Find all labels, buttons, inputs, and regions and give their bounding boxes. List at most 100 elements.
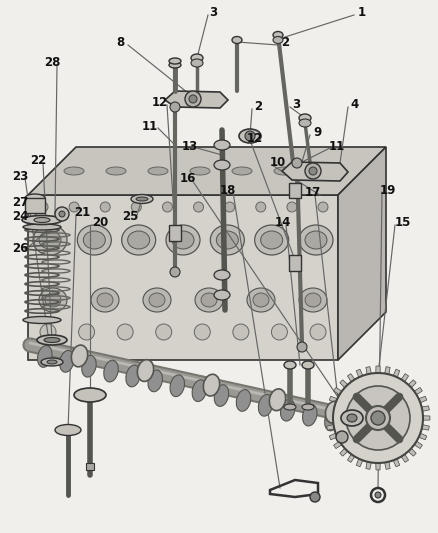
Circle shape bbox=[245, 131, 255, 141]
Ellipse shape bbox=[203, 374, 220, 396]
Text: 14: 14 bbox=[275, 215, 291, 229]
Text: 22: 22 bbox=[30, 155, 46, 167]
Ellipse shape bbox=[23, 224, 61, 230]
Text: 15: 15 bbox=[395, 215, 411, 229]
Circle shape bbox=[336, 431, 348, 443]
Ellipse shape bbox=[299, 119, 311, 127]
Circle shape bbox=[371, 411, 385, 425]
Ellipse shape bbox=[210, 225, 244, 255]
Circle shape bbox=[194, 324, 210, 340]
Circle shape bbox=[318, 202, 328, 212]
Polygon shape bbox=[326, 416, 333, 420]
Ellipse shape bbox=[55, 424, 81, 435]
Ellipse shape bbox=[104, 360, 118, 382]
Text: 27: 27 bbox=[12, 197, 28, 209]
Text: 3: 3 bbox=[209, 5, 217, 19]
Ellipse shape bbox=[269, 389, 286, 410]
Ellipse shape bbox=[148, 370, 162, 392]
Polygon shape bbox=[327, 406, 334, 411]
Ellipse shape bbox=[214, 140, 230, 150]
Text: 11: 11 bbox=[329, 140, 345, 152]
Polygon shape bbox=[385, 367, 390, 374]
Ellipse shape bbox=[302, 361, 314, 369]
Circle shape bbox=[156, 324, 172, 340]
Ellipse shape bbox=[273, 31, 283, 38]
Circle shape bbox=[366, 406, 390, 430]
Text: 2: 2 bbox=[281, 36, 289, 50]
Text: 1: 1 bbox=[358, 5, 366, 19]
Text: 3: 3 bbox=[292, 99, 300, 111]
Circle shape bbox=[40, 324, 56, 340]
Polygon shape bbox=[28, 195, 338, 360]
Circle shape bbox=[117, 324, 133, 340]
Circle shape bbox=[170, 267, 180, 277]
Ellipse shape bbox=[44, 337, 60, 343]
Ellipse shape bbox=[47, 360, 57, 364]
Ellipse shape bbox=[127, 231, 150, 249]
Text: 26: 26 bbox=[12, 241, 28, 254]
Bar bbox=[289, 183, 301, 198]
Polygon shape bbox=[282, 162, 348, 181]
Ellipse shape bbox=[172, 231, 194, 249]
Polygon shape bbox=[28, 147, 386, 195]
Polygon shape bbox=[347, 374, 355, 382]
Ellipse shape bbox=[274, 167, 294, 175]
Ellipse shape bbox=[190, 167, 210, 175]
Circle shape bbox=[375, 492, 381, 498]
Ellipse shape bbox=[192, 380, 207, 401]
Ellipse shape bbox=[97, 293, 113, 307]
Ellipse shape bbox=[38, 345, 52, 367]
Text: 9: 9 bbox=[313, 126, 321, 140]
Ellipse shape bbox=[91, 288, 119, 312]
Ellipse shape bbox=[216, 231, 238, 249]
Polygon shape bbox=[366, 462, 371, 470]
Polygon shape bbox=[334, 441, 342, 449]
Ellipse shape bbox=[305, 293, 321, 307]
Ellipse shape bbox=[166, 225, 200, 255]
Text: 18: 18 bbox=[220, 183, 236, 197]
Polygon shape bbox=[376, 463, 380, 470]
Polygon shape bbox=[347, 454, 355, 462]
Bar bbox=[86, 463, 94, 470]
Polygon shape bbox=[419, 396, 427, 403]
Text: 28: 28 bbox=[44, 56, 60, 69]
Polygon shape bbox=[422, 425, 429, 430]
Polygon shape bbox=[393, 369, 400, 377]
Ellipse shape bbox=[299, 225, 333, 255]
Polygon shape bbox=[334, 387, 342, 395]
Ellipse shape bbox=[39, 231, 61, 249]
Polygon shape bbox=[376, 366, 380, 373]
Text: 17: 17 bbox=[305, 187, 321, 199]
Ellipse shape bbox=[122, 225, 155, 255]
Ellipse shape bbox=[232, 36, 242, 44]
Polygon shape bbox=[422, 406, 429, 411]
Ellipse shape bbox=[214, 270, 230, 280]
Polygon shape bbox=[340, 448, 348, 456]
Circle shape bbox=[38, 202, 48, 212]
Text: 19: 19 bbox=[380, 183, 396, 197]
Circle shape bbox=[78, 324, 95, 340]
Text: 25: 25 bbox=[122, 209, 138, 222]
Circle shape bbox=[225, 202, 235, 212]
Ellipse shape bbox=[299, 288, 327, 312]
Ellipse shape bbox=[214, 160, 230, 170]
Polygon shape bbox=[414, 387, 422, 395]
Circle shape bbox=[162, 202, 173, 212]
Ellipse shape bbox=[347, 414, 357, 422]
Circle shape bbox=[292, 158, 302, 168]
Polygon shape bbox=[414, 441, 422, 449]
Ellipse shape bbox=[305, 231, 327, 249]
Ellipse shape bbox=[74, 388, 106, 402]
Ellipse shape bbox=[148, 167, 168, 175]
Text: 23: 23 bbox=[12, 169, 28, 182]
Ellipse shape bbox=[261, 231, 283, 249]
Ellipse shape bbox=[34, 217, 50, 222]
Ellipse shape bbox=[83, 231, 105, 249]
Polygon shape bbox=[401, 454, 409, 462]
Text: 12: 12 bbox=[152, 96, 168, 109]
Text: 8: 8 bbox=[116, 36, 124, 50]
Ellipse shape bbox=[341, 410, 363, 426]
Ellipse shape bbox=[239, 129, 261, 143]
Ellipse shape bbox=[149, 293, 165, 307]
Polygon shape bbox=[165, 91, 228, 108]
